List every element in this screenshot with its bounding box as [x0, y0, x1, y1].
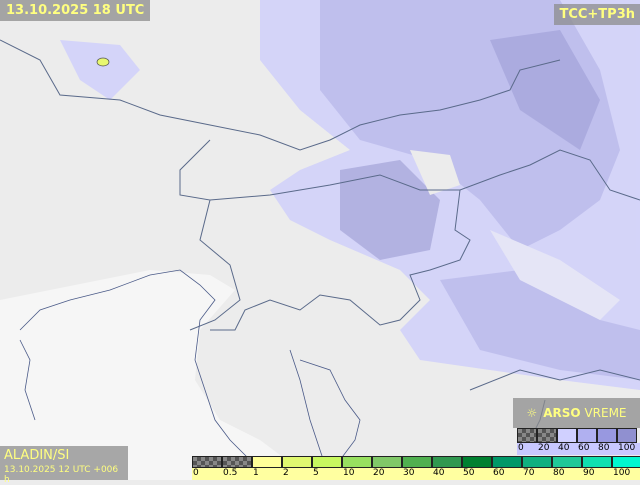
legend-swatch — [192, 456, 222, 468]
model-run: 13.10.2025 12 UTC +006 h — [4, 465, 119, 485]
legend-swatch — [462, 456, 492, 468]
map-valid-time: 13.10.2025 18 UTC — [0, 0, 151, 21]
precip-spot — [96, 57, 110, 67]
precipitation-legend — [192, 456, 640, 468]
legend-swatch — [492, 456, 522, 468]
logo-rest: VREME — [584, 406, 627, 420]
legend-label: 0 — [193, 468, 199, 478]
legend-swatch — [222, 456, 252, 468]
legend-label: 2 — [283, 468, 289, 478]
product-label: TCC+TP3h — [554, 4, 640, 25]
sun-cloud-icon: ☼ — [526, 406, 538, 420]
model-info: ALADIN/SI 13.10.2025 12 UTC +006 h — [0, 446, 128, 485]
legend-label: 70 — [523, 468, 535, 478]
model-name: ALADIN/SI — [4, 448, 70, 463]
legend-label: 5 — [313, 468, 319, 478]
legend-swatch — [282, 456, 312, 468]
legend-swatch — [372, 456, 402, 468]
legend-label: 40 — [433, 468, 445, 478]
legend-swatch — [597, 428, 617, 443]
arso-logo: ☼ ARSO VREME — [513, 398, 640, 428]
logo-bold: ARSO — [543, 406, 581, 420]
legend-swatch — [617, 428, 637, 443]
legend-label: 100 — [613, 468, 631, 478]
legend-swatch — [342, 456, 372, 468]
legend-swatch — [432, 456, 462, 468]
legend-label: 80 — [553, 468, 565, 478]
legend-label: 1 — [253, 468, 259, 478]
legend-swatch — [557, 428, 577, 443]
legend-label: 0 — [518, 443, 524, 453]
legend-label: 10 — [343, 468, 355, 478]
legend-label: 30 — [403, 468, 415, 478]
legend-label: 60 — [493, 468, 505, 478]
legend-swatch — [552, 456, 582, 468]
precip-legend-labels: 0 0.5 1 2 5 10 20 30 40 50 60 70 80 90 100 — [192, 468, 640, 480]
legend-label: 0.5 — [223, 468, 238, 478]
legend-label: 90 — [583, 468, 595, 478]
legend-label: 60 — [578, 443, 590, 453]
legend-label: 100 — [618, 443, 636, 453]
legend-swatch — [517, 428, 537, 443]
legend-label: 20 — [538, 443, 550, 453]
legend-swatch — [252, 456, 282, 468]
cloud-cover-legend — [517, 428, 637, 443]
legend-swatch — [612, 456, 640, 468]
legend-swatch — [522, 456, 552, 468]
legend-swatch — [582, 456, 612, 468]
legend-swatch — [402, 456, 432, 468]
legend-swatch — [537, 428, 557, 443]
legend-label: 20 — [373, 468, 385, 478]
cloud-cover-layer — [60, 0, 640, 390]
legend-label: 50 — [463, 468, 475, 478]
legend-label: 40 — [558, 443, 570, 453]
sea-area — [0, 270, 320, 480]
legend-label: 80 — [598, 443, 610, 453]
legend-swatch — [577, 428, 597, 443]
legend-swatch — [312, 456, 342, 468]
cloud-legend-labels: 0 20 40 60 80 100 — [517, 443, 640, 455]
